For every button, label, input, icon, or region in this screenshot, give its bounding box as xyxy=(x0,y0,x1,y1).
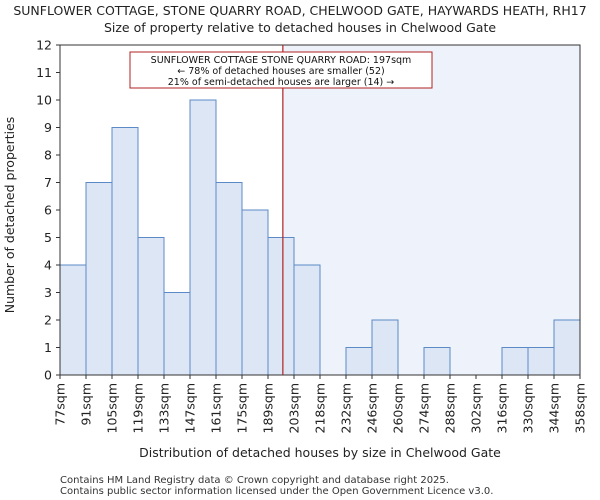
y-tick-label: 2 xyxy=(44,313,52,328)
y-tick-label: 6 xyxy=(44,203,52,218)
footer-line-2: Contains public sector information licen… xyxy=(60,486,493,497)
bar-316sqm xyxy=(501,347,529,376)
bar-344sqm xyxy=(553,319,581,376)
x-tick-label: 288sqm xyxy=(443,383,458,433)
x-tick-label: 274sqm xyxy=(417,383,432,433)
bar-330sqm xyxy=(527,347,555,376)
annotation-line-3: 21% of semi-detached houses are larger (… xyxy=(168,77,395,88)
bar-274sqm xyxy=(423,347,451,376)
larger-region-shading xyxy=(282,45,580,375)
bar-133sqm xyxy=(163,292,191,376)
bar-246sqm xyxy=(371,319,399,376)
x-tick-label: 344sqm xyxy=(547,383,562,433)
bar-91sqm xyxy=(85,182,113,376)
x-tick-label: 133sqm xyxy=(157,383,172,433)
y-tick-label: 5 xyxy=(44,230,52,245)
bar-161sqm xyxy=(215,182,243,376)
annotation-line-2: ← 78% of detached houses are smaller (52… xyxy=(177,66,384,77)
x-tick-label: 260sqm xyxy=(391,383,406,433)
x-tick-label: 147sqm xyxy=(183,383,198,433)
x-tick-label: 161sqm xyxy=(209,383,224,433)
y-tick-label: 0 xyxy=(44,368,52,383)
bar-119sqm xyxy=(137,237,165,376)
chart-title: SUNFLOWER COTTAGE, STONE QUARRY ROAD, CH… xyxy=(13,3,586,18)
plot-frame xyxy=(59,44,581,376)
x-tick-label: 316sqm xyxy=(495,383,510,433)
annotation-box xyxy=(129,51,433,89)
annotation-line-1: SUNFLOWER COTTAGE STONE QUARRY ROAD: 197… xyxy=(151,55,412,66)
x-tick-label: 175sqm xyxy=(235,383,250,433)
x-tick-label: 91sqm xyxy=(79,383,94,426)
x-tick-label: 77sqm xyxy=(53,383,68,426)
bar-105sqm xyxy=(111,127,139,376)
x-axis-label: Distribution of detached houses by size … xyxy=(139,445,501,460)
x-tick-label: 189sqm xyxy=(261,383,276,433)
bar-203sqm xyxy=(293,264,321,376)
bar-232sqm xyxy=(345,347,373,376)
y-tick-label: 4 xyxy=(44,258,52,273)
x-tick-label: 203sqm xyxy=(287,383,302,433)
x-tick-label: 246sqm xyxy=(365,383,380,433)
bar-147sqm xyxy=(189,99,217,376)
x-axis-ticks: 77sqm 91sqm 105sqm 119sqm 133sqm 147sqm 161sqm… xyxy=(53,375,588,433)
y-tick-label: 9 xyxy=(44,120,52,135)
bar-175sqm xyxy=(241,209,269,376)
chart-subtitle: Size of property relative to detached ho… xyxy=(104,20,496,35)
y-tick-label: 8 xyxy=(44,148,52,163)
y-tick-label: 3 xyxy=(44,285,52,300)
footer-line-1: Contains HM Land Registry data © Crown c… xyxy=(60,475,449,486)
bar-77sqm xyxy=(59,264,87,376)
x-tick-label: 119sqm xyxy=(131,383,146,433)
x-tick-label: 232sqm xyxy=(339,383,354,433)
y-tick-label: 10 xyxy=(36,93,52,108)
y-axis-label: Number of detached properties xyxy=(2,117,17,314)
x-tick-label: 302sqm xyxy=(469,383,484,433)
bars-group xyxy=(59,99,581,376)
y-tick-label: 1 xyxy=(44,340,52,355)
x-tick-label: 358sqm xyxy=(573,383,588,433)
y-tick-label: 11 xyxy=(36,65,52,80)
bar-189sqm xyxy=(267,237,295,376)
x-tick-label: 330sqm xyxy=(521,383,536,433)
x-tick-label: 105sqm xyxy=(105,383,120,433)
x-tick-label: 218sqm xyxy=(313,383,328,433)
y-tick-label: 7 xyxy=(44,175,52,190)
y-tick-label: 12 xyxy=(36,38,52,53)
